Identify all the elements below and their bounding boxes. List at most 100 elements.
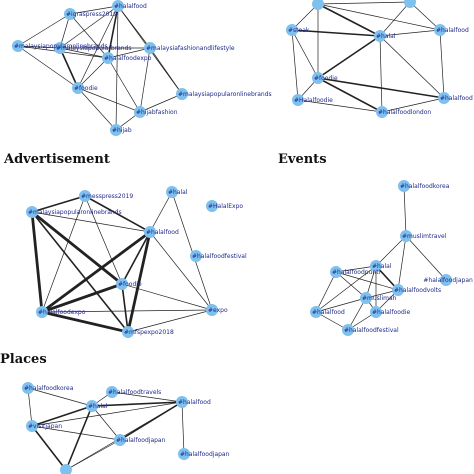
advertisement-title: Advertisement	[3, 152, 110, 167]
top-right-edge	[379, 29, 441, 37]
advertisement-node	[79, 190, 91, 202]
top-right-node	[434, 24, 446, 36]
advertisement-node-label: #HalalExpo	[208, 203, 243, 210]
top-left-node-label: #hijab	[112, 127, 132, 134]
places-node	[178, 448, 190, 460]
places-edge	[31, 401, 183, 427]
nodes-layer	[12, 0, 452, 474]
advertisement-edge	[121, 283, 213, 311]
top-left-edge	[69, 13, 109, 59]
top-left-edge	[17, 13, 71, 47]
advertisement-node-label: #messpress2019	[81, 193, 133, 200]
top-right-edge	[317, 77, 445, 99]
top-right-node	[292, 94, 304, 106]
events-edge	[315, 265, 377, 313]
top-left-node-label: #halalfoodexpo	[104, 55, 152, 62]
top-left-node-label: #malaysiapopularonlinebrands	[14, 43, 108, 50]
top-right-edge	[317, 35, 381, 79]
top-right-node	[374, 30, 386, 42]
events-node	[392, 284, 404, 296]
top-right-edge	[291, 3, 319, 31]
top-right-edge	[439, 29, 445, 99]
places-edge	[111, 391, 183, 403]
top-left-node-label: #halalfood	[114, 3, 147, 10]
top-left-edge	[77, 57, 109, 89]
top-right-node-label: #foodie	[314, 75, 338, 82]
places-node-label: #halalfoodjapan	[180, 451, 230, 458]
events-title: Events	[278, 152, 327, 167]
places-edge	[31, 425, 121, 441]
top-right-edge	[317, 3, 381, 37]
top-left-edge	[107, 5, 119, 59]
top-right-edge	[381, 97, 445, 113]
top-left-node-label: #malaysiafashionandlifestyle	[146, 45, 235, 52]
events-node	[370, 306, 382, 318]
advertisement-node-label: #foodie	[118, 281, 142, 288]
events-node-label: #halal	[372, 263, 392, 270]
top-right-edge	[317, 77, 383, 113]
advertisement-edge	[41, 195, 86, 313]
top-left-edge	[69, 5, 119, 15]
places-node	[26, 420, 38, 432]
events-edge	[397, 235, 407, 291]
places-edge	[91, 405, 121, 441]
places-node	[60, 464, 72, 474]
places-edge	[31, 405, 93, 427]
edges-layer	[17, 1, 447, 471]
events-edge	[335, 265, 377, 273]
places-edge	[27, 387, 33, 427]
top-left-edge	[77, 87, 117, 131]
top-left-edge	[59, 47, 79, 89]
events-edge	[335, 271, 399, 291]
places-node-label: #halalfoodtravels	[108, 389, 161, 396]
advertisement-node	[144, 226, 156, 238]
events-node-label: #muslimah	[362, 295, 397, 302]
advertisement-edge	[31, 195, 86, 213]
places-node-label: #halalfoodjapan	[116, 437, 166, 444]
events-edge	[315, 311, 349, 331]
top-left-node	[112, 0, 124, 12]
top-left-edge	[139, 93, 183, 113]
top-left-edge	[77, 87, 141, 113]
places-node-label: #halal	[88, 403, 108, 410]
top-right-node	[312, 0, 324, 10]
top-left-node-label: #hijabfashion	[136, 109, 178, 116]
places-node	[176, 396, 188, 408]
top-right-node-label: #Halalfoodie	[294, 97, 333, 104]
events-edge	[315, 271, 337, 313]
advertisement-edge	[171, 191, 213, 311]
advertisement-edge	[31, 211, 151, 233]
top-right-node	[404, 0, 416, 8]
events-node	[310, 306, 322, 318]
top-left-node-label: #igraspress2019	[66, 11, 117, 18]
top-right-edge	[409, 1, 441, 31]
advertisement-node-label: #halalfood	[146, 229, 179, 236]
places-edge	[27, 387, 93, 407]
top-left-edge	[107, 57, 141, 113]
events-edge	[315, 297, 367, 313]
top-left-edge	[77, 5, 119, 89]
advertisement-node	[166, 186, 178, 198]
top-left-node	[110, 124, 122, 136]
events-node	[330, 266, 342, 278]
top-right-edge	[291, 29, 299, 101]
places-node-label: #halalfoodkorea	[24, 385, 74, 392]
top-left-node	[134, 106, 146, 118]
top-right-node-label: #halalfood	[436, 27, 469, 34]
advertisement-edge	[30, 210, 44, 314]
advertisement-edge	[84, 195, 151, 233]
top-right-edge	[317, 1, 411, 5]
top-left-edge	[115, 5, 119, 131]
events-node-label: #halalfoodie	[372, 309, 410, 316]
advertisement-edge	[40, 282, 124, 314]
places-edge	[181, 401, 185, 455]
advertisement-node-label: #halal	[168, 189, 188, 196]
events-node	[400, 230, 412, 242]
events-node-label: #halalfoodkorea	[400, 183, 450, 190]
top-left-edge	[139, 47, 151, 113]
top-left-node-label: #malaysiapopularbrands	[56, 45, 132, 52]
advertisement-node-label: #expo	[208, 307, 228, 314]
advertisement-node	[26, 206, 38, 218]
events-node	[360, 292, 372, 304]
events-node-label: #muslimtravel	[402, 233, 447, 240]
